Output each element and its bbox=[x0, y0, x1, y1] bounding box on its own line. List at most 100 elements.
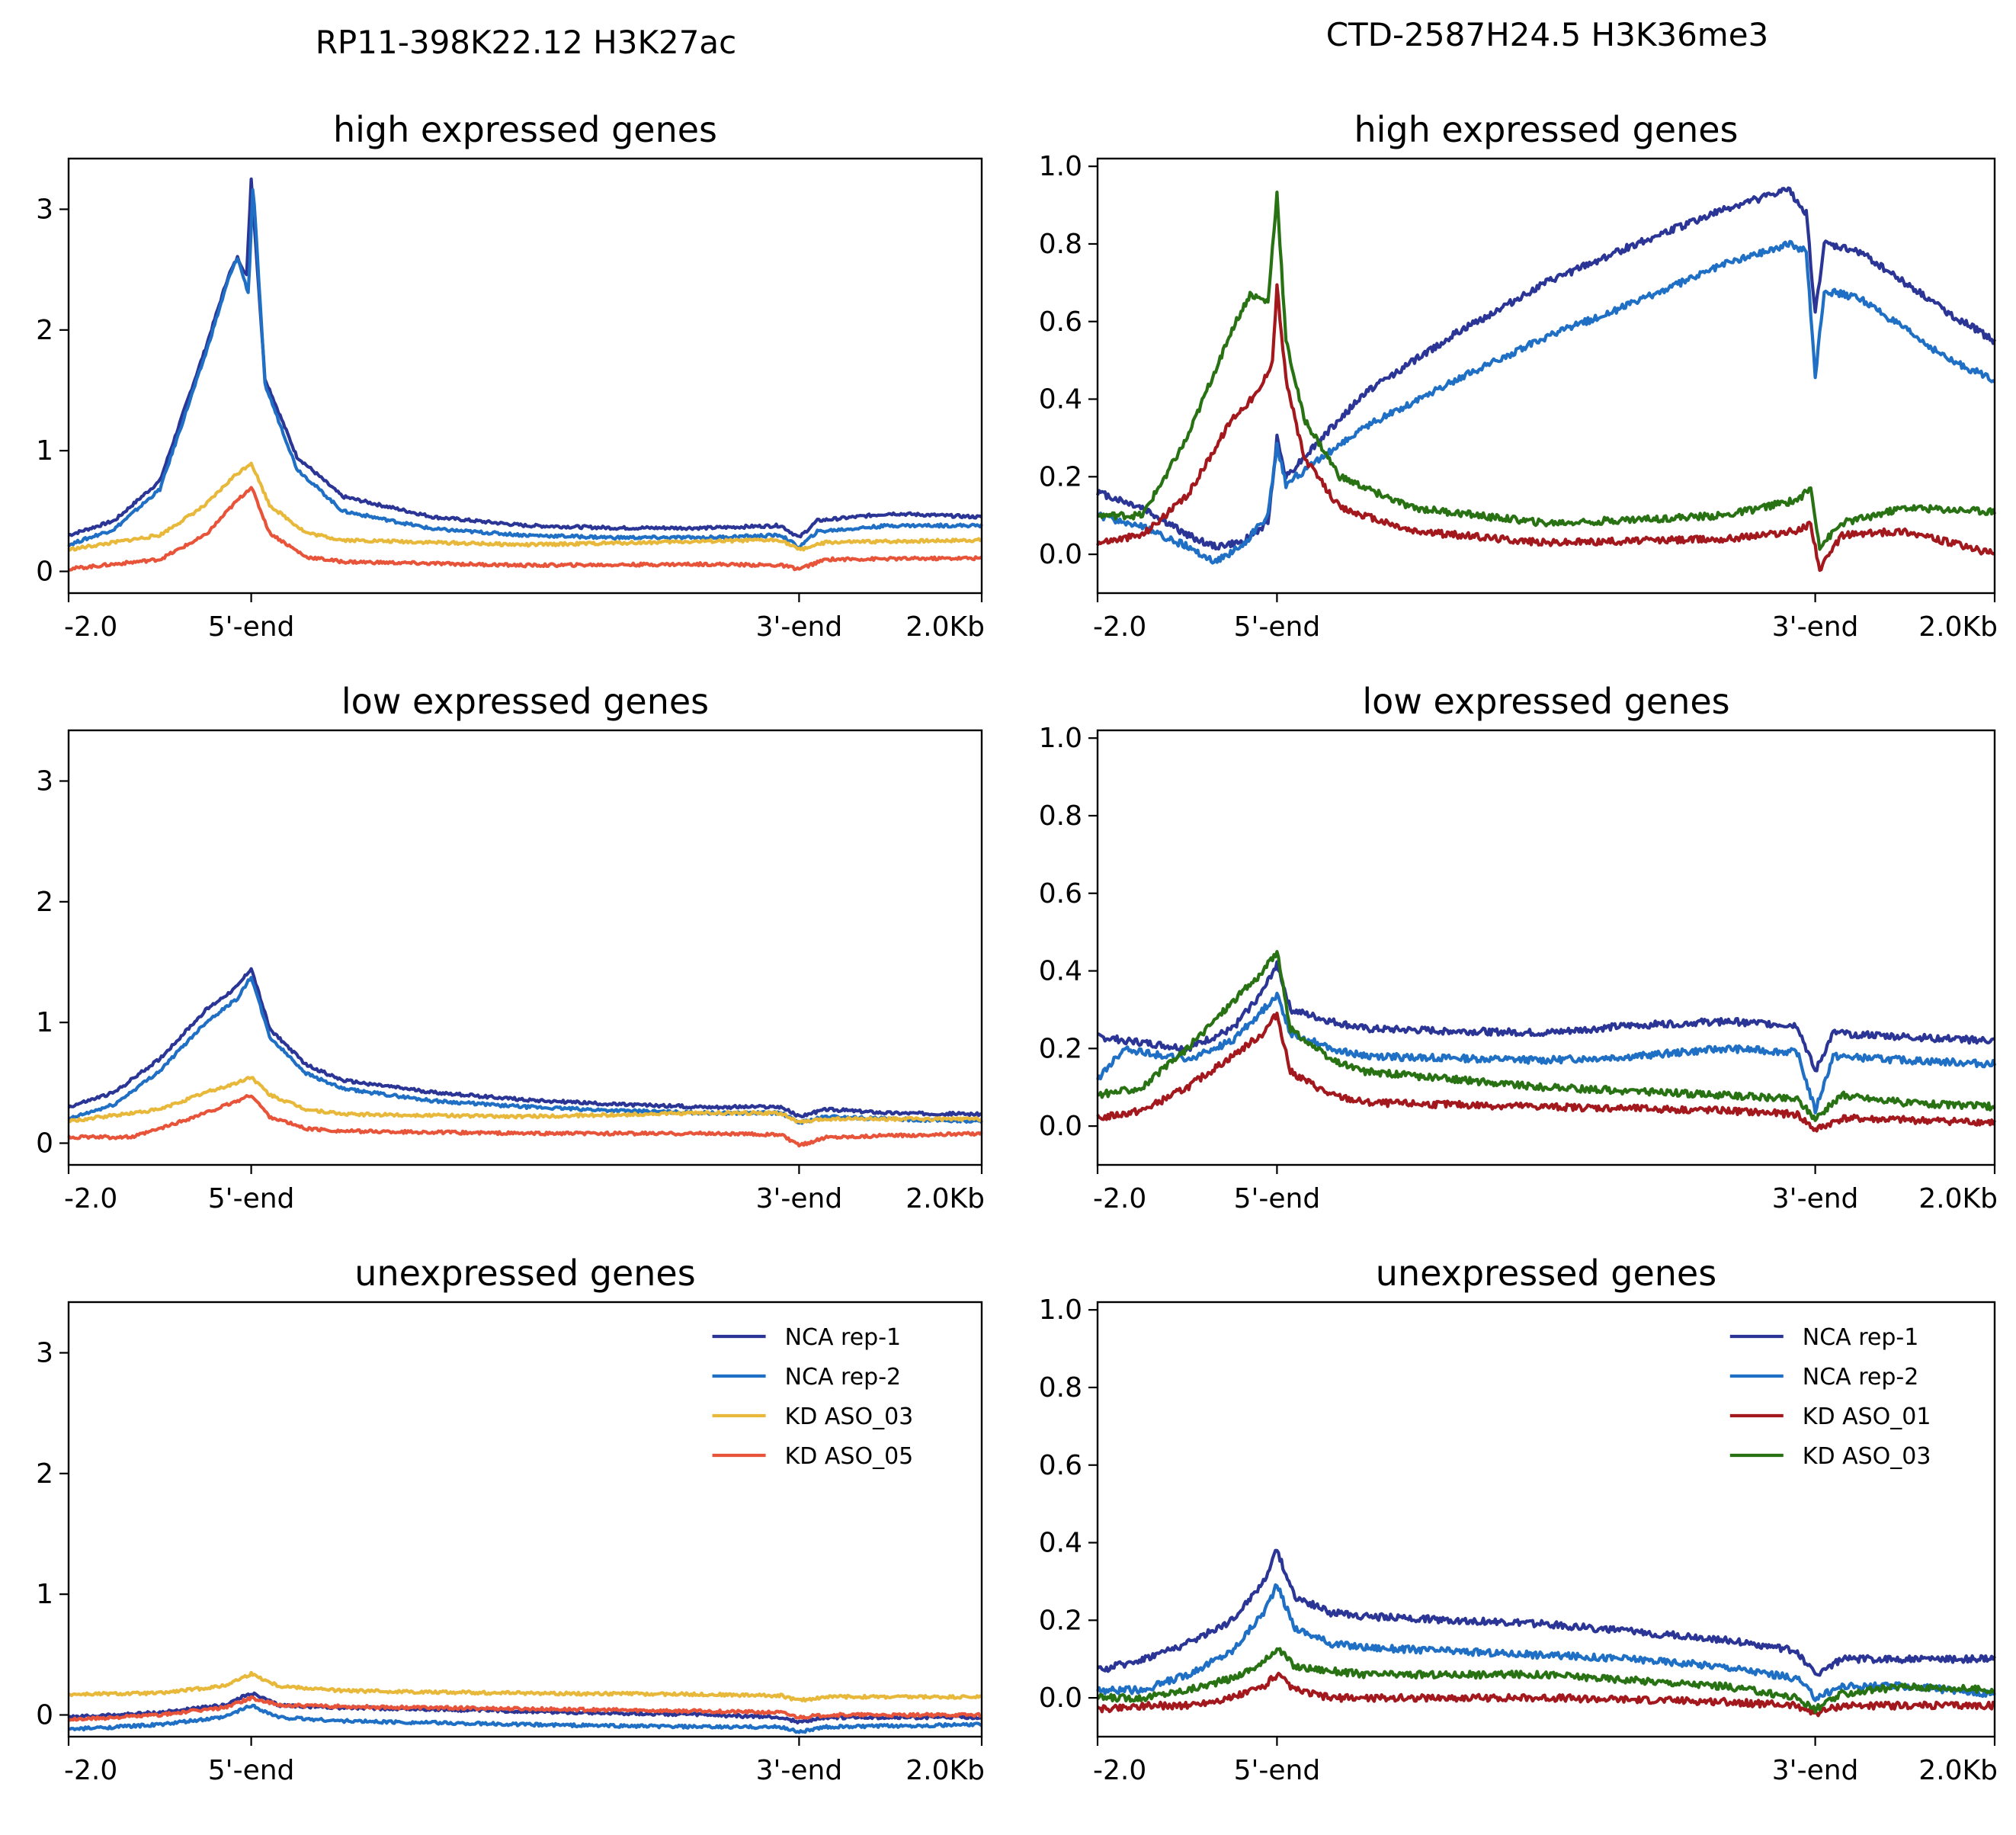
y-tick-label: 0.0 bbox=[1039, 539, 1082, 570]
x-tick-label: 3'-end bbox=[756, 1755, 843, 1786]
legend: NCA rep-1 NCA rep-2 KD ASO_03 KD ASO_05 bbox=[712, 1324, 914, 1470]
legend-label: KD ASO_03 bbox=[785, 1404, 914, 1430]
legend-label: KD ASO_01 bbox=[1803, 1404, 1931, 1430]
x-tick-label: 2.0Kb bbox=[1918, 1755, 1998, 1786]
y-tick-label: 0.2 bbox=[1039, 1033, 1082, 1064]
y-tick-label: 0.4 bbox=[1039, 1528, 1082, 1559]
x-tick-label: 3'-end bbox=[1772, 611, 1859, 643]
legend-label: KD ASO_05 bbox=[785, 1443, 914, 1470]
panel-title: high expressed genes bbox=[1354, 109, 1738, 150]
x-tick-label: 2.0Kb bbox=[905, 611, 985, 643]
x-tick-label: -2.0 bbox=[64, 1755, 117, 1786]
series-line bbox=[1096, 283, 1995, 573]
y-tick-label: 0.4 bbox=[1039, 384, 1082, 415]
y-tick-label: 0.0 bbox=[1039, 1683, 1082, 1714]
y-tick-label: 0 bbox=[36, 1700, 53, 1731]
y-tick-label: 1.0 bbox=[1039, 1294, 1082, 1326]
plot-frame bbox=[67, 157, 983, 595]
y-tick-label: 0.8 bbox=[1039, 229, 1082, 260]
x-tick-label: 3'-end bbox=[756, 1183, 843, 1214]
y-tick-label: 0.6 bbox=[1039, 878, 1082, 909]
legend-label: NCA rep-2 bbox=[1803, 1364, 1919, 1391]
panel-1-2: unexpressed genes 0.0 0.2 0.4 0.6 0.8 1.0 -2.0 5… bbox=[1039, 1253, 1998, 1786]
series-line bbox=[68, 461, 982, 552]
series-line bbox=[1097, 950, 1996, 1122]
legend-label: NCA rep-1 bbox=[785, 1324, 902, 1351]
series-line bbox=[67, 1695, 982, 1722]
y-tick-label: 1 bbox=[36, 1579, 53, 1610]
series-line bbox=[68, 1076, 983, 1124]
panel-title: high expressed genes bbox=[333, 109, 717, 150]
x-tick-label: -2.0 bbox=[1093, 1755, 1146, 1786]
panel-0-0: high expressed genes 0 1 2 3 -2.0 5'-end 3'-end… bbox=[36, 109, 985, 643]
plot-frame bbox=[67, 1301, 983, 1738]
y-tick-label: 2 bbox=[36, 887, 53, 918]
legend-label: NCA rep-2 bbox=[785, 1364, 902, 1391]
y-tick-label: 0.0 bbox=[1039, 1111, 1082, 1142]
y-tick-label: 0.2 bbox=[1039, 461, 1082, 492]
x-tick-label: 3'-end bbox=[1772, 1755, 1859, 1786]
series-line bbox=[67, 1094, 983, 1148]
y-tick-label: 0.8 bbox=[1039, 1372, 1082, 1404]
y-tick-label: 1.0 bbox=[1039, 151, 1082, 182]
panel-1-1: low expressed genes 0.0 0.2 0.4 0.6 0.8 1.0 -2.… bbox=[1039, 681, 1998, 1214]
y-tick-label: 3 bbox=[36, 766, 53, 797]
y-tick-label: 3 bbox=[36, 1338, 53, 1369]
panel-0-1: low expressed genes 0 1 2 3 -2.0 5'-end 3'-end 2… bbox=[36, 681, 985, 1214]
y-tick-label: 0.8 bbox=[1039, 800, 1082, 832]
x-tick-label: 3'-end bbox=[1772, 1183, 1859, 1214]
series-line bbox=[68, 1703, 983, 1734]
x-tick-label: 5'-end bbox=[1234, 611, 1321, 643]
series-line bbox=[1096, 1647, 1995, 1714]
x-tick-label: 2.0Kb bbox=[1918, 1183, 1998, 1214]
series-line bbox=[1097, 239, 1996, 565]
series-line bbox=[67, 967, 982, 1119]
series-line bbox=[68, 1670, 982, 1703]
series-line bbox=[1096, 186, 1996, 551]
panel-1-0: high expressed genes 0.0 0.2 0.4 0.6 0.8 1.0 -2… bbox=[1039, 109, 1998, 643]
panel-title: low expressed genes bbox=[341, 681, 709, 722]
plot-frame bbox=[1096, 1301, 1996, 1738]
x-tick-label: 5'-end bbox=[1234, 1183, 1321, 1214]
x-tick-label: 5'-end bbox=[208, 1183, 295, 1214]
panel-title: unexpressed genes bbox=[1376, 1253, 1716, 1294]
y-tick-label: 1 bbox=[36, 1007, 53, 1038]
series-line bbox=[1097, 960, 1995, 1073]
y-tick-label: 0.4 bbox=[1039, 956, 1082, 987]
y-tick-label: 0.6 bbox=[1039, 306, 1082, 338]
y-tick-label: 0.6 bbox=[1039, 1450, 1082, 1481]
series-line bbox=[1096, 1548, 1996, 1677]
panel-title: unexpressed genes bbox=[354, 1253, 695, 1294]
column-title-left: RP11-398K22.12 H3K27ac bbox=[316, 24, 737, 61]
series-line bbox=[68, 976, 983, 1125]
panel-title: low expressed genes bbox=[1362, 681, 1729, 722]
x-tick-label: 3'-end bbox=[756, 611, 843, 643]
y-tick-label: 2 bbox=[36, 1458, 53, 1490]
x-tick-label: 2.0Kb bbox=[905, 1183, 985, 1214]
x-tick-label: -2.0 bbox=[1093, 611, 1146, 643]
x-tick-label: -2.0 bbox=[64, 611, 117, 643]
plot-frame bbox=[1096, 157, 1996, 595]
series-line bbox=[1096, 1011, 1996, 1133]
x-tick-label: 2.0Kb bbox=[1918, 611, 1998, 643]
x-tick-label: 5'-end bbox=[1234, 1755, 1321, 1786]
plot-frame bbox=[1096, 729, 1996, 1166]
series-line bbox=[1096, 991, 1997, 1115]
column-title-right: CTD-2587H24.5 H3K36me3 bbox=[1326, 16, 1769, 53]
panels: high expressed genes 0 1 2 3 -2.0 5'-end 3'-end… bbox=[36, 109, 1998, 1786]
x-tick-label: -2.0 bbox=[1093, 1183, 1146, 1214]
y-tick-label: 3 bbox=[36, 194, 53, 226]
panel-0-2: unexpressed genes 0 1 2 3 -2.0 5'-end 3'-end 2.0… bbox=[36, 1253, 985, 1786]
legend: NCA rep-1 NCA rep-2 KD ASO_01 KD ASO_03 bbox=[1729, 1324, 1931, 1470]
y-tick-label: 1 bbox=[36, 435, 53, 467]
series-line bbox=[1096, 191, 1996, 551]
legend-label: KD ASO_03 bbox=[1803, 1443, 1931, 1470]
y-tick-label: 0 bbox=[36, 1128, 53, 1160]
series-line bbox=[1096, 1583, 1996, 1702]
x-tick-label: 2.0Kb bbox=[905, 1755, 985, 1786]
y-tick-label: 0.2 bbox=[1039, 1605, 1082, 1636]
x-tick-label: -2.0 bbox=[64, 1183, 117, 1214]
y-tick-label: 1.0 bbox=[1039, 723, 1082, 754]
series-line bbox=[1096, 1671, 1996, 1718]
